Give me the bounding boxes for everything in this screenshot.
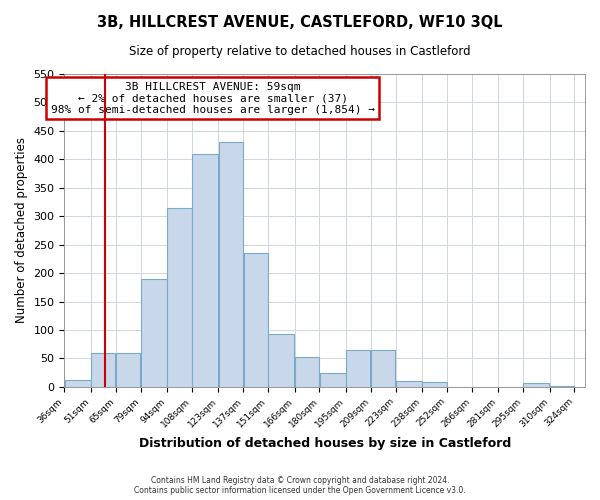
Bar (550, 386, 574, 387)
Bar (346, 350, 370, 387)
Bar (219, 142, 243, 387)
Bar (396, 381, 422, 387)
Bar (91, 352, 115, 387)
Text: Size of property relative to detached houses in Castleford: Size of property relative to detached ho… (129, 45, 471, 58)
Bar (141, 279, 167, 387)
Bar (65, 380, 91, 387)
Text: 3B HILLCREST AVENUE: 59sqm
← 2% of detached houses are smaller (37)
98% of semi-: 3B HILLCREST AVENUE: 59sqm ← 2% of detac… (51, 82, 375, 115)
Bar (320, 372, 346, 387)
Bar (116, 352, 140, 387)
Bar (371, 350, 395, 387)
Bar (244, 253, 268, 387)
Bar (268, 334, 295, 387)
Text: Contains HM Land Registry data © Crown copyright and database right 2024.
Contai: Contains HM Land Registry data © Crown c… (134, 476, 466, 495)
Bar (523, 383, 550, 387)
Y-axis label: Number of detached properties: Number of detached properties (15, 138, 28, 324)
Bar (422, 382, 446, 387)
Bar (167, 208, 191, 387)
Bar (192, 154, 218, 387)
X-axis label: Distribution of detached houses by size in Castleford: Distribution of detached houses by size … (139, 437, 511, 450)
Text: 3B, HILLCREST AVENUE, CASTLEFORD, WF10 3QL: 3B, HILLCREST AVENUE, CASTLEFORD, WF10 3… (97, 15, 503, 30)
Bar (295, 358, 319, 387)
